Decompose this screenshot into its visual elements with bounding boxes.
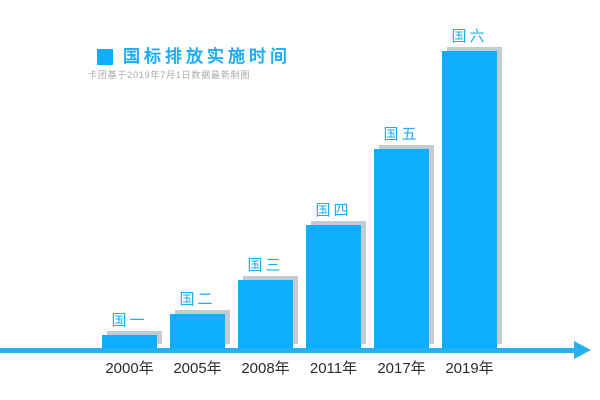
bar-2017年 bbox=[374, 149, 429, 348]
x-axis-line bbox=[0, 348, 578, 353]
legend-color-swatch bbox=[97, 48, 113, 65]
chart-subtitle: 卡团基于2019年7月1日数据最新制图 bbox=[88, 70, 251, 80]
x-tick-label: 2005年 bbox=[173, 360, 222, 377]
x-tick-label: 2017年 bbox=[377, 360, 426, 377]
legend-label: 国标排放实施时间 bbox=[123, 47, 291, 66]
x-tick-label: 2011年 bbox=[309, 360, 358, 377]
x-axis-arrow-icon bbox=[574, 341, 591, 359]
x-tick-label: 2008年 bbox=[241, 360, 290, 377]
chart-legend: 国标排放实施时间 bbox=[97, 48, 291, 65]
x-tick-label: 2000年 bbox=[105, 360, 154, 377]
bar-label: 国五 bbox=[383, 126, 420, 143]
bar-2019年 bbox=[442, 51, 497, 348]
bar-2005年 bbox=[170, 314, 225, 348]
x-tick-label: 2019年 bbox=[445, 360, 494, 377]
bar-label: 国四 bbox=[315, 202, 352, 219]
bar-2000年 bbox=[102, 335, 157, 348]
bar-label: 国二 bbox=[179, 291, 216, 308]
bar-label: 国三 bbox=[247, 257, 284, 274]
bar-2011年 bbox=[306, 225, 361, 348]
bar-label: 国六 bbox=[451, 28, 488, 45]
bar-label: 国一 bbox=[111, 312, 148, 329]
bar-2008年 bbox=[238, 280, 293, 348]
